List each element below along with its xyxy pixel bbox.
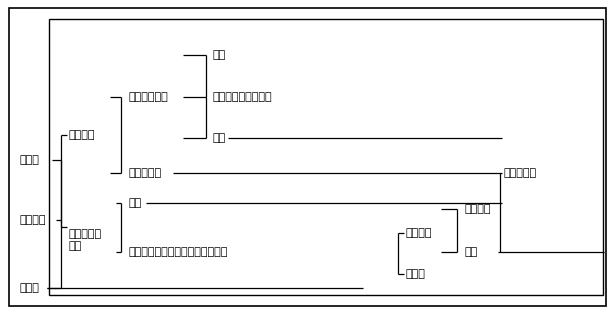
Text: 蔗渣－纸浆厂－造纸: 蔗渣－纸浆厂－造纸 (213, 92, 272, 101)
Text: 秸秆: 秸秆 (128, 198, 141, 208)
Text: 套种玉米、
大豆: 套种玉米、 大豆 (69, 229, 102, 251)
Text: 种植甘蔗: 种植甘蔗 (69, 130, 95, 140)
Text: 蔗茎－制糖厂: 蔗茎－制糖厂 (128, 92, 168, 101)
Text: 蔗稍、蔗叶: 蔗稍、蔗叶 (128, 168, 161, 178)
Text: 甘蔗地: 甘蔗地 (20, 155, 39, 165)
Text: 肥水: 肥水 (464, 247, 477, 257)
Text: 炭基缓释肥: 炭基缓释肥 (504, 168, 536, 178)
Text: 地下水: 地下水 (20, 284, 39, 293)
Bar (49, 19, 603, 295)
Text: 滤泥: 滤泥 (213, 133, 226, 143)
Text: 剩余水分: 剩余水分 (20, 215, 46, 225)
Text: 固体杂质: 固体杂质 (464, 204, 491, 214)
Text: 养殖尾水: 养殖尾水 (405, 228, 432, 238)
Text: 玉米、大豆－水产饲料－水产养殖: 玉米、大豆－水产饲料－水产养殖 (128, 247, 228, 257)
Text: 水产品: 水产品 (405, 269, 426, 279)
Text: 白糖: 白糖 (213, 50, 226, 60)
